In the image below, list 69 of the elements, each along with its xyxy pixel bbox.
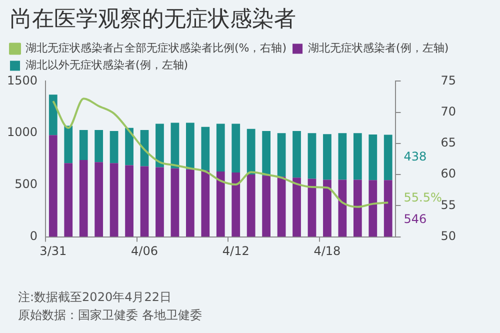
bar [308, 178, 316, 237]
bar [338, 133, 347, 180]
bar [232, 124, 240, 172]
x-tick-label: 4/06 [131, 244, 158, 258]
bar [246, 174, 256, 237]
legend-label: 湖北以外无症状感染者(例，左轴) [26, 58, 188, 72]
bar [338, 180, 347, 237]
y2-tick-label: 65 [440, 136, 456, 150]
bar [308, 133, 316, 179]
bar [368, 180, 378, 237]
bar [368, 134, 378, 180]
x-tick-label: 3/31 [40, 244, 67, 258]
text: 注:数据截至2020年4月22日 [18, 289, 172, 306]
y2-tick-label: 75 [440, 73, 456, 88]
bar [79, 160, 88, 237]
x-tick-label: 4/12 [222, 244, 250, 258]
line-series [52, 98, 390, 208]
bar [110, 163, 118, 237]
bar [246, 128, 256, 175]
bar [216, 124, 225, 172]
bar [125, 128, 134, 166]
bar [94, 162, 104, 237]
data-label: 55.5% [404, 190, 442, 205]
bar [186, 122, 194, 170]
bar [353, 133, 362, 180]
bar [201, 126, 210, 170]
y2-tick-label: 70 [440, 104, 456, 118]
bar [79, 130, 88, 160]
y2-tick-label: 55 [440, 198, 456, 212]
y2-tick-label: 50 [440, 228, 456, 243]
bar [384, 134, 392, 180]
bar [48, 135, 58, 237]
bar [216, 171, 225, 237]
bar [94, 130, 104, 162]
y-tick-label: 0 [30, 228, 38, 243]
data-label: 546 [404, 212, 427, 226]
bar [125, 165, 134, 237]
text: 原始数据：国家卫健委 各地卫健委 [18, 307, 203, 324]
bar [201, 170, 210, 237]
bar [277, 133, 286, 177]
bar [323, 134, 332, 180]
y-tick-label: 1500 [6, 73, 38, 88]
bar [64, 163, 73, 237]
y-tick-label: 1000 [6, 125, 38, 140]
bar [262, 130, 270, 176]
data-label: 438 [404, 150, 427, 164]
legend-label: 湖北无症状感染者占全部无症状感染者比例(%，右轴) [26, 42, 287, 55]
bar [156, 167, 164, 237]
bar [156, 124, 164, 168]
bar [277, 176, 286, 237]
bar [170, 122, 180, 168]
bar [292, 130, 301, 178]
y-tick-label: 500 [14, 177, 38, 192]
chart-title: 尚在医学观察的无症状感染者 [9, 6, 297, 34]
bar [232, 172, 240, 237]
x-tick-label: 4/18 [314, 244, 341, 258]
bar [64, 126, 73, 164]
bar [353, 180, 362, 237]
legend-label: 湖北无症状感染者(例，左轴) [308, 42, 449, 55]
bar [186, 169, 194, 237]
bar [292, 178, 301, 237]
bar [170, 168, 180, 237]
bar [262, 176, 270, 237]
bar [110, 130, 118, 164]
bar [384, 180, 392, 237]
bar [323, 180, 332, 237]
y2-tick-label: 60 [440, 166, 456, 181]
bar [140, 166, 149, 237]
bar [48, 94, 58, 136]
